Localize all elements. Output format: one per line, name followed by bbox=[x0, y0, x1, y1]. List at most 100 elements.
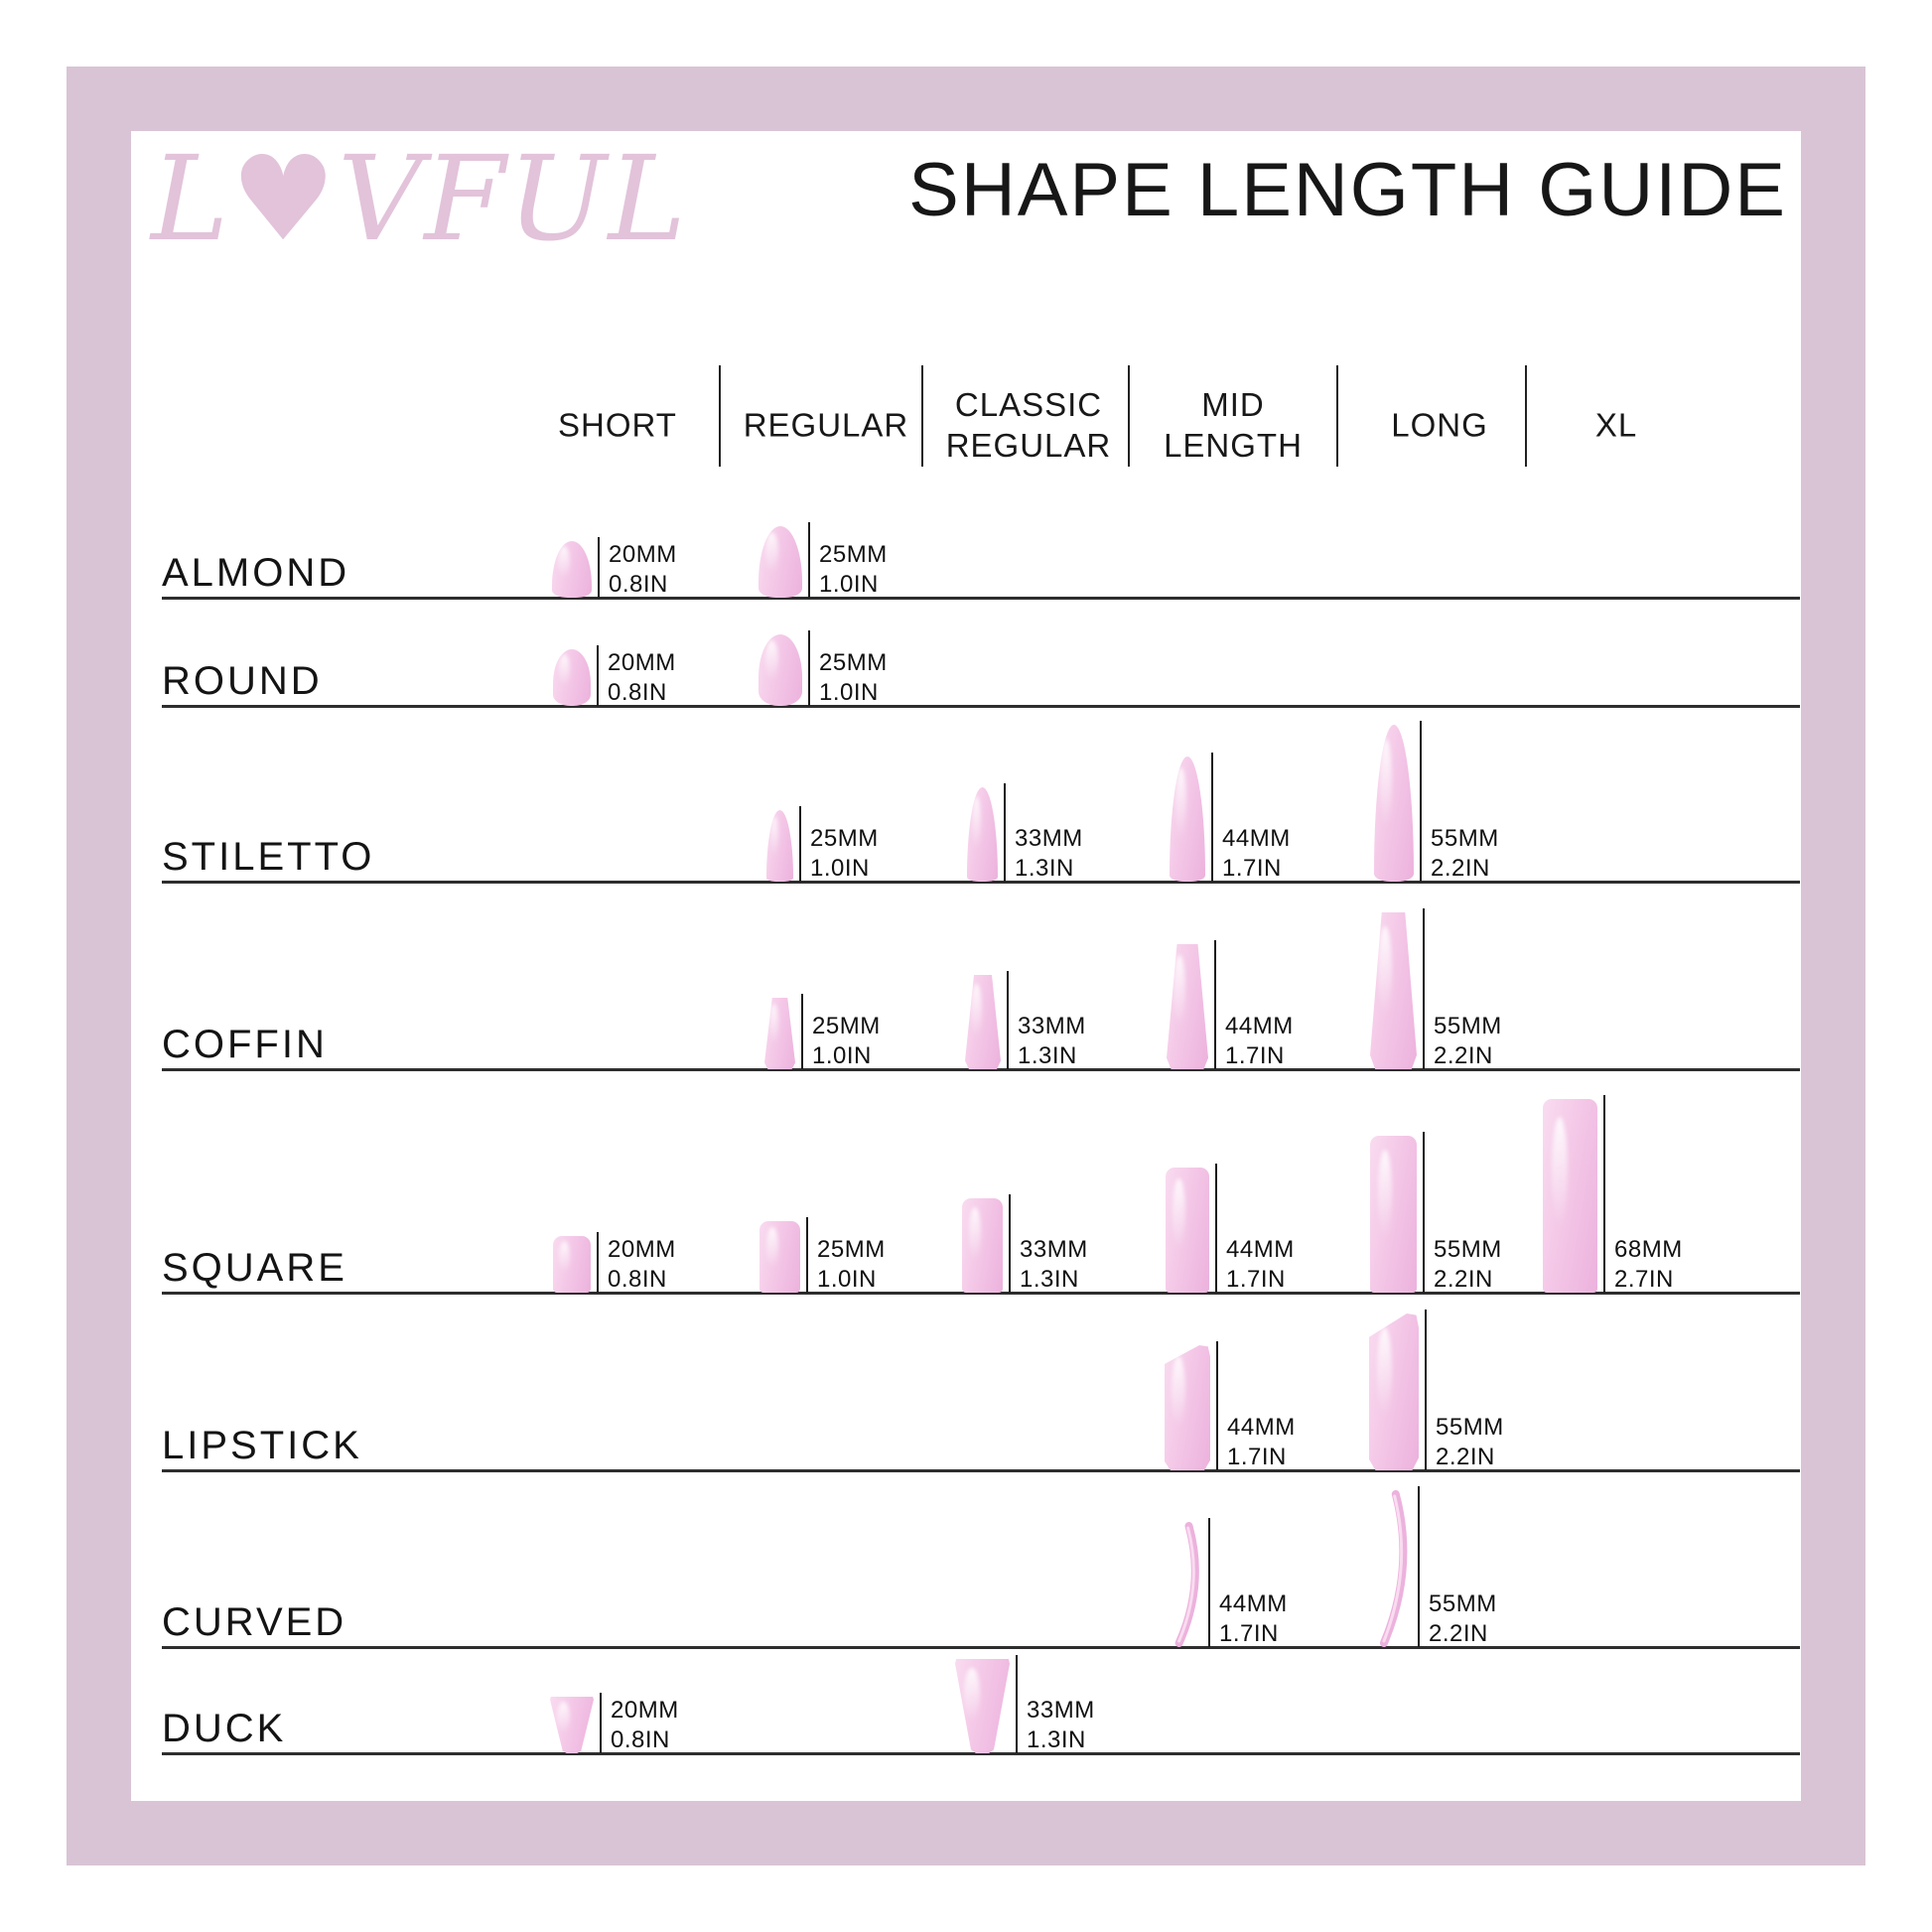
measurement-label: 25MM 1.0IN bbox=[812, 1012, 881, 1071]
cell-curved-55mm: 55MM 2.2IN bbox=[1376, 1486, 1497, 1647]
nail-coffin-44mm bbox=[1167, 944, 1208, 1069]
nail-coffin-33mm bbox=[965, 975, 1001, 1069]
measurement-label: 20MM 0.8IN bbox=[608, 648, 676, 708]
measurement-mm: 25MM bbox=[810, 825, 879, 852]
measurement-label: 33MM 1.3IN bbox=[1020, 1235, 1088, 1295]
nail-square-33mm bbox=[962, 1198, 1003, 1293]
measurement-line bbox=[1215, 1164, 1217, 1293]
measurement-line bbox=[799, 806, 801, 882]
measurement-label: 25MM 1.0IN bbox=[819, 648, 888, 708]
cell-stiletto-44mm: 44MM 1.7IN bbox=[1170, 753, 1291, 882]
measurement-mm: 20MM bbox=[609, 541, 677, 568]
measurement-in: 1.7IN bbox=[1227, 1444, 1287, 1470]
measurement-mm: 44MM bbox=[1225, 1013, 1294, 1039]
measurement-in: 1.0IN bbox=[812, 1042, 872, 1069]
measurement-mm: 25MM bbox=[819, 541, 888, 568]
row-line-almond bbox=[162, 597, 1800, 600]
measurement-label: 55MM 2.2IN bbox=[1436, 1413, 1504, 1472]
row-line-round bbox=[162, 705, 1800, 708]
measurement-line bbox=[598, 537, 600, 598]
measurement-label: 44MM 1.7IN bbox=[1225, 1012, 1294, 1071]
measurement-label: 33MM 1.3IN bbox=[1027, 1696, 1095, 1755]
measurement-label: 55MM 2.2IN bbox=[1429, 1589, 1497, 1649]
cell-square-68mm: 68MM 2.7IN bbox=[1543, 1095, 1683, 1293]
measurement-line bbox=[1423, 908, 1425, 1069]
measurement-label: 44MM 1.7IN bbox=[1222, 824, 1291, 884]
cell-stiletto-55mm: 55MM 2.2IN bbox=[1374, 721, 1499, 882]
cell-round-25mm: 25MM 1.0IN bbox=[759, 630, 888, 706]
measurement-label: 55MM 2.2IN bbox=[1434, 1012, 1502, 1071]
measurement-label: 33MM 1.3IN bbox=[1015, 824, 1083, 884]
measurement-in: 1.7IN bbox=[1219, 1620, 1279, 1647]
measurement-mm: 33MM bbox=[1015, 825, 1083, 852]
measurement-line bbox=[1425, 1310, 1427, 1470]
measurement-line bbox=[597, 1232, 599, 1293]
nail-coffin-25mm bbox=[764, 998, 795, 1069]
measurement-mm: 20MM bbox=[608, 1236, 676, 1263]
cell-square-25mm: 25MM 1.0IN bbox=[759, 1217, 886, 1293]
cell-lipstick-44mm: 44MM 1.7IN bbox=[1165, 1341, 1296, 1470]
measurement-in: 2.7IN bbox=[1614, 1266, 1674, 1293]
measurement-label: 25MM 1.0IN bbox=[819, 540, 888, 600]
measurement-label: 20MM 0.8IN bbox=[611, 1696, 679, 1755]
measurement-in: 1.3IN bbox=[1027, 1726, 1086, 1753]
measurement-mm: 25MM bbox=[812, 1013, 881, 1039]
measurement-in: 1.3IN bbox=[1018, 1042, 1077, 1069]
header-divider bbox=[1336, 365, 1338, 467]
brand-logo: L♥VFUL bbox=[151, 130, 689, 267]
column-header-classic-regular: CLASSIC REGULAR bbox=[945, 386, 1112, 464]
measurement-mm: 55MM bbox=[1434, 1013, 1502, 1039]
row-line-curved bbox=[162, 1646, 1800, 1649]
row-line-stiletto bbox=[162, 881, 1800, 884]
measurement-in: 1.0IN bbox=[819, 679, 879, 706]
measurement-in: 1.3IN bbox=[1020, 1266, 1079, 1293]
column-header-xl: XL bbox=[1594, 406, 1638, 444]
measurement-line bbox=[1211, 753, 1213, 882]
measurement-line bbox=[806, 1217, 808, 1293]
cell-square-55mm: 55MM 2.2IN bbox=[1370, 1132, 1502, 1293]
nail-almond-25mm bbox=[759, 526, 802, 598]
header-divider bbox=[719, 365, 721, 467]
measurement-line bbox=[1216, 1341, 1218, 1470]
measurement-label: 44MM 1.7IN bbox=[1219, 1589, 1288, 1649]
nail-square-20mm bbox=[553, 1236, 591, 1293]
nail-stiletto-55mm bbox=[1374, 725, 1414, 882]
measurement-label: 25MM 1.0IN bbox=[817, 1235, 886, 1295]
measurement-mm: 25MM bbox=[819, 649, 888, 676]
measurement-mm: 55MM bbox=[1436, 1414, 1504, 1441]
row-label-stiletto: STILETTO bbox=[162, 835, 375, 879]
measurement-label: 44MM 1.7IN bbox=[1226, 1235, 1295, 1295]
row-label-almond: ALMOND bbox=[162, 551, 350, 595]
nail-curved-55mm bbox=[1379, 1490, 1408, 1647]
row-line-lipstick bbox=[162, 1469, 1800, 1472]
measurement-in: 2.2IN bbox=[1436, 1444, 1495, 1470]
nail-curved-44mm bbox=[1174, 1522, 1199, 1647]
row-label-square: SQUARE bbox=[162, 1246, 347, 1290]
cell-stiletto-33mm: 33MM 1.3IN bbox=[967, 783, 1083, 882]
nail-coffin-55mm bbox=[1370, 912, 1417, 1069]
nail-stiletto-25mm bbox=[766, 810, 793, 882]
column-header-long: LONG bbox=[1391, 406, 1488, 444]
measurement-label: 20MM 0.8IN bbox=[609, 540, 677, 600]
measurement-in: 2.2IN bbox=[1431, 855, 1490, 882]
nail-round-25mm bbox=[759, 634, 802, 706]
nail-lipstick-55mm bbox=[1369, 1313, 1419, 1470]
header-divider bbox=[1525, 365, 1527, 467]
page-title: SHAPE LENGTH GUIDE bbox=[908, 148, 1787, 232]
measurement-line bbox=[1208, 1518, 1210, 1647]
cell-square-44mm: 44MM 1.7IN bbox=[1166, 1164, 1295, 1293]
measurement-mm: 20MM bbox=[608, 649, 676, 676]
nail-lipstick-44mm bbox=[1165, 1345, 1210, 1470]
measurement-mm: 33MM bbox=[1020, 1236, 1088, 1263]
measurement-line bbox=[808, 630, 810, 706]
measurement-mm: 44MM bbox=[1222, 825, 1291, 852]
measurement-in: 1.7IN bbox=[1226, 1266, 1286, 1293]
measurement-label: 68MM 2.7IN bbox=[1614, 1235, 1683, 1295]
measurement-label: 55MM 2.2IN bbox=[1431, 824, 1499, 884]
column-header-regular: REGULAR bbox=[743, 406, 909, 444]
row-label-lipstick: LIPSTICK bbox=[162, 1424, 362, 1467]
row-line-coffin bbox=[162, 1068, 1800, 1071]
measurement-in: 0.8IN bbox=[611, 1726, 670, 1753]
cell-almond-25mm: 25MM 1.0IN bbox=[759, 522, 888, 598]
row-label-curved: CURVED bbox=[162, 1600, 347, 1644]
